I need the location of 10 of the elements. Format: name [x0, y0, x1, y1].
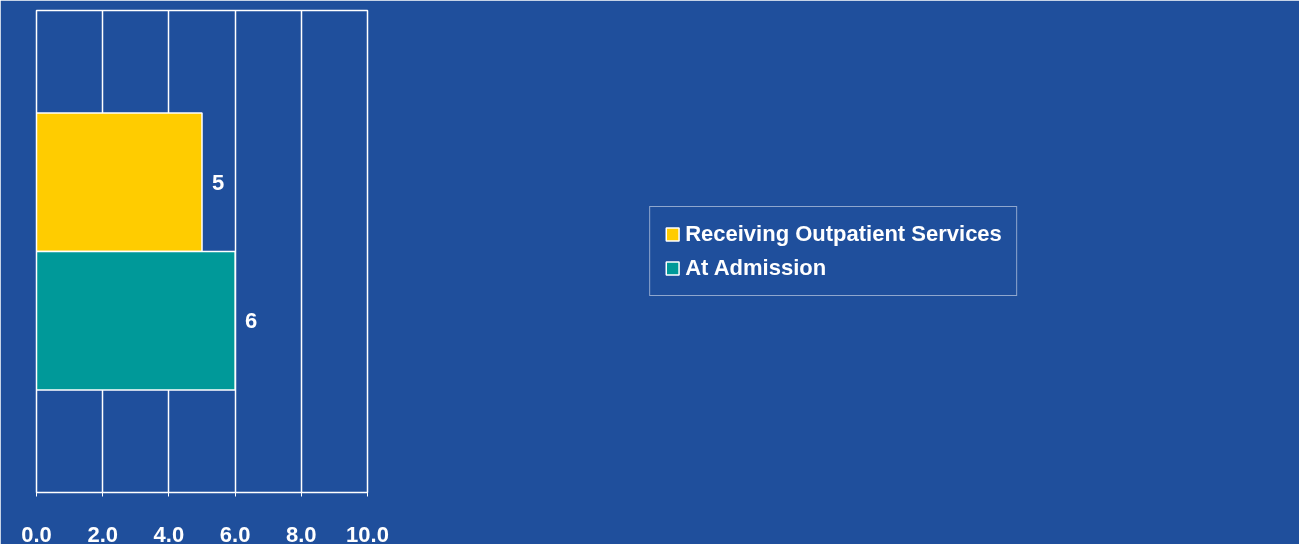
x-tick-label: 4.0: [153, 521, 185, 544]
data-label: 5: [212, 169, 225, 195]
data-label: 6: [245, 308, 258, 334]
legend-label: Receiving Outpatient Services: [685, 221, 1002, 247]
x-tick-label: 0.0: [21, 521, 52, 544]
x-tick-label: 10.0: [346, 521, 389, 544]
x-tick-label: 8.0: [286, 521, 317, 544]
x-tick-label: 2.0: [87, 521, 118, 544]
x-tick-label: 6.0: [219, 521, 251, 544]
legend-label: At Admission: [685, 255, 827, 281]
